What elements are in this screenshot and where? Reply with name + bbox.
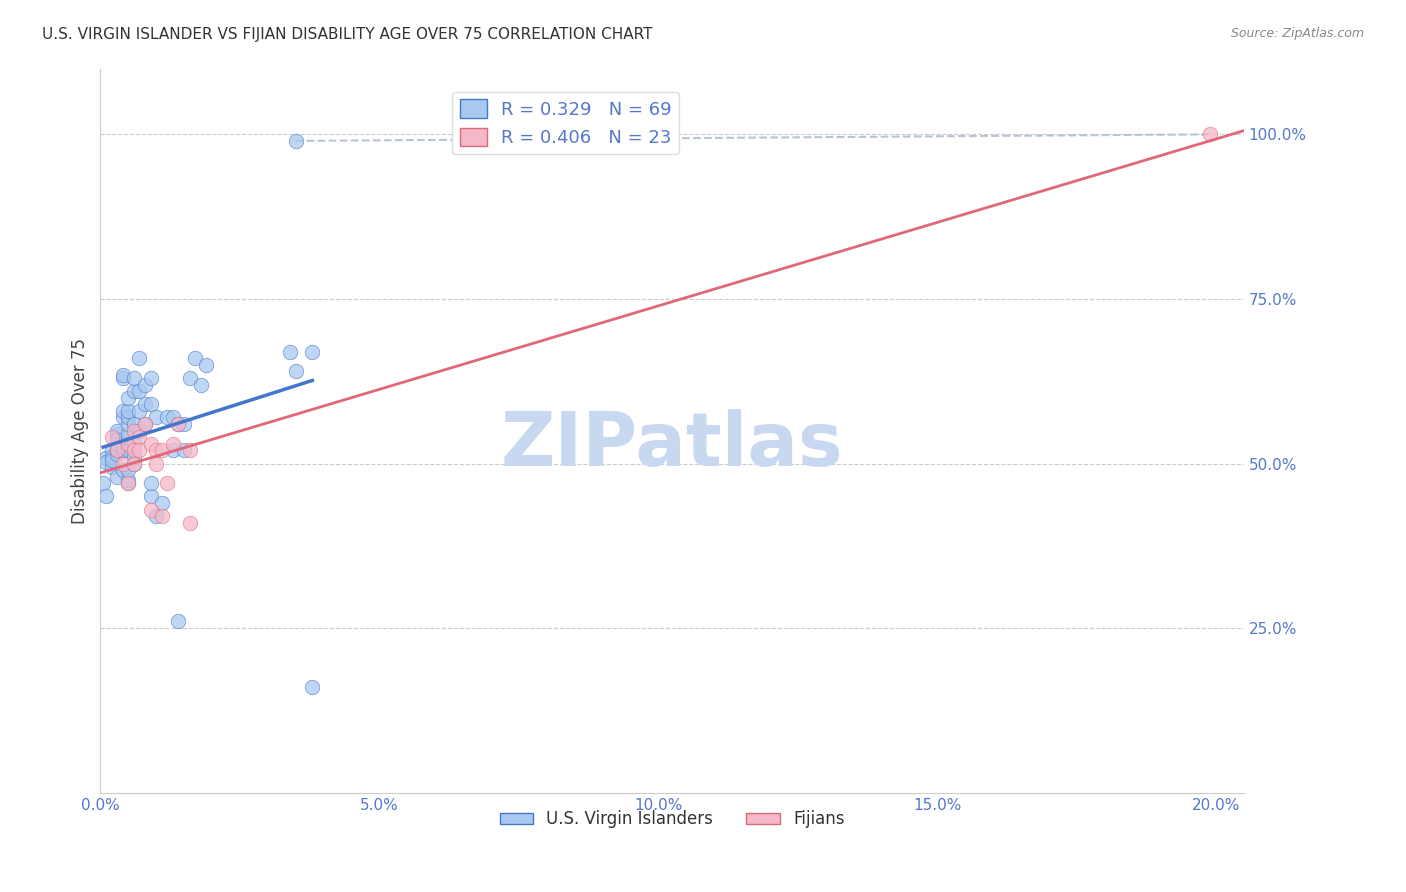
Point (105, 443, 128, 458)
Point (122, 457, 145, 471)
Point (105, 436, 128, 450)
Point (179, 371, 201, 385)
Point (150, 443, 173, 458)
Point (111, 443, 134, 458)
Point (122, 417, 145, 431)
Point (100, 459, 122, 474)
Point (117, 426, 139, 441)
Point (145, 509, 167, 524)
Point (134, 377, 156, 392)
Point (105, 469, 128, 483)
Point (301, 681, 323, 695)
Point (117, 391, 139, 405)
Point (117, 463, 139, 477)
Point (100, 450, 122, 464)
Point (122, 443, 145, 458)
Point (122, 424, 145, 438)
Point (117, 473, 139, 487)
Point (167, 417, 190, 431)
Point (111, 440, 134, 454)
Point (139, 397, 162, 411)
Point (156, 476, 179, 491)
Point (100, 453, 122, 467)
Point (128, 443, 150, 458)
Point (179, 443, 201, 458)
Point (111, 443, 134, 458)
Point (145, 443, 167, 458)
Text: Source: ZipAtlas.com: Source: ZipAtlas.com (1230, 27, 1364, 40)
Point (162, 443, 184, 458)
Point (117, 410, 139, 425)
Point (139, 490, 162, 504)
Point (162, 436, 184, 450)
Point (122, 371, 145, 385)
Point (117, 430, 139, 444)
Point (128, 404, 150, 418)
Y-axis label: Disability Age Over 75: Disability Age Over 75 (72, 337, 89, 524)
Point (134, 417, 156, 431)
Point (150, 496, 173, 510)
Point (145, 410, 167, 425)
Point (173, 417, 195, 431)
Point (117, 436, 139, 450)
Point (122, 457, 145, 471)
Point (139, 502, 162, 516)
Point (94, 451, 117, 466)
Point (94, 454, 117, 468)
Point (105, 424, 128, 438)
Point (117, 443, 139, 458)
Point (128, 351, 150, 366)
Point (91, 476, 114, 491)
Point (139, 436, 162, 450)
Point (134, 397, 156, 411)
Point (117, 417, 139, 431)
Point (162, 410, 184, 425)
Point (122, 436, 145, 450)
Point (111, 463, 134, 477)
Point (301, 344, 323, 359)
Point (111, 371, 134, 385)
Point (111, 457, 134, 471)
Point (100, 430, 122, 444)
Point (105, 434, 128, 448)
Point (105, 443, 128, 458)
Point (284, 134, 307, 148)
Point (1199, 128, 1222, 142)
Point (179, 516, 201, 530)
Point (145, 457, 167, 471)
Point (195, 358, 218, 372)
Point (190, 377, 212, 392)
Point (139, 476, 162, 491)
Text: U.S. VIRGIN ISLANDER VS FIJIAN DISABILITY AGE OVER 75 CORRELATION CHART: U.S. VIRGIN ISLANDER VS FIJIAN DISABILIT… (42, 27, 652, 42)
Point (94, 490, 117, 504)
Point (122, 384, 145, 398)
Point (105, 447, 128, 461)
Point (105, 426, 128, 441)
Point (100, 443, 122, 458)
Point (284, 364, 307, 378)
Point (128, 384, 150, 398)
Point (122, 450, 145, 464)
Point (150, 509, 173, 524)
Point (128, 430, 150, 444)
Point (117, 476, 139, 491)
Point (184, 351, 207, 366)
Point (111, 368, 134, 382)
Point (139, 371, 162, 385)
Point (111, 410, 134, 425)
Point (167, 615, 190, 629)
Point (117, 404, 139, 418)
Point (173, 443, 195, 458)
Legend: U.S. Virgin Islanders, Fijians: U.S. Virgin Islanders, Fijians (494, 804, 851, 835)
Point (156, 410, 179, 425)
Text: ZIPatlas: ZIPatlas (501, 409, 844, 482)
Point (111, 404, 134, 418)
Point (128, 424, 150, 438)
Point (134, 417, 156, 431)
Point (117, 476, 139, 491)
Point (278, 344, 301, 359)
Point (167, 417, 190, 431)
